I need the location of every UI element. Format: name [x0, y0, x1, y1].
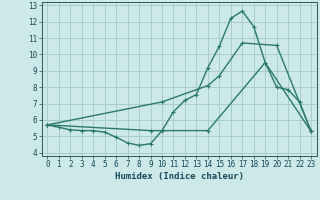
- X-axis label: Humidex (Indice chaleur): Humidex (Indice chaleur): [115, 172, 244, 181]
